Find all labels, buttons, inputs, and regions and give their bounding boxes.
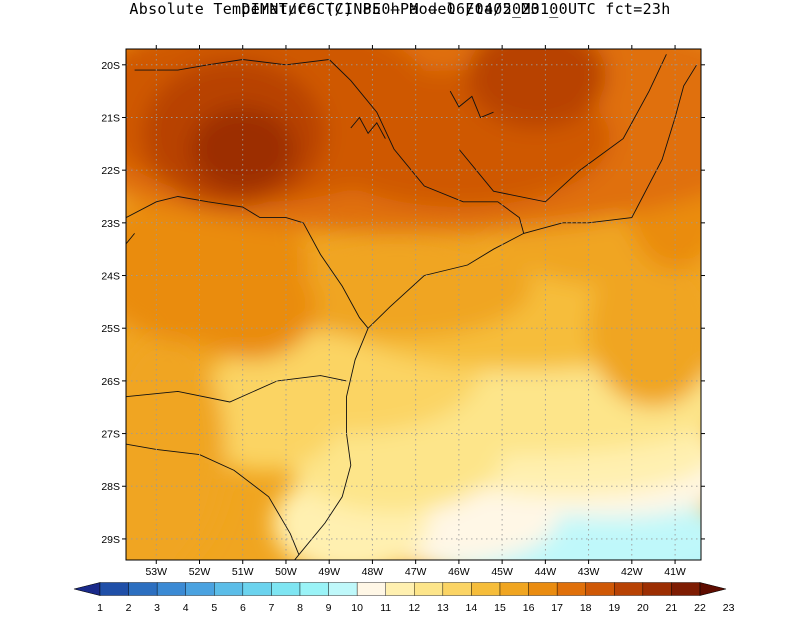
reservoir-2 bbox=[449, 90, 494, 119]
lon-label-43W: 43W bbox=[578, 566, 600, 578]
colorbar-label-12: 12 bbox=[408, 602, 420, 614]
colorbar-swatch bbox=[128, 582, 158, 596]
lon-label-41W: 41W bbox=[664, 566, 686, 578]
colorbar-swatch bbox=[499, 582, 529, 596]
lat-label-20S: 20S bbox=[101, 60, 120, 72]
lat-lon-grid bbox=[126, 49, 701, 560]
colorbar-label-13: 13 bbox=[437, 602, 449, 614]
lat-label-28S: 28S bbox=[101, 481, 120, 493]
border-sp-mg-north bbox=[134, 59, 330, 71]
colorbar-label-3: 3 bbox=[154, 602, 160, 614]
colorbar-label-7: 7 bbox=[268, 602, 274, 614]
colorbar-swatch bbox=[185, 582, 215, 596]
lon-label-51W: 51W bbox=[232, 566, 254, 578]
lon-label-49W: 49W bbox=[318, 566, 340, 578]
reservoir-1 bbox=[350, 116, 386, 139]
lon-label-42W: 42W bbox=[621, 566, 643, 578]
border-mg-rj-es bbox=[458, 54, 667, 203]
chart-title-line1: DIMNT/CGCT/INPE — Model Eta05_M01_ bbox=[241, 0, 559, 18]
lon-label-48W: 48W bbox=[362, 566, 384, 578]
border-sp-mg bbox=[328, 59, 525, 234]
colorbar-label-17: 17 bbox=[551, 602, 563, 614]
lon-label-50W: 50W bbox=[275, 566, 297, 578]
colorbar-label-15: 15 bbox=[494, 602, 506, 614]
axis-ticks: 20S 21S 22S 23S 24S 25S 26S 27S 28S 29S 53W 52W 51W 5… bbox=[101, 45, 705, 578]
lat-label-27S: 27S bbox=[101, 429, 120, 441]
lat-label-21S: 21S bbox=[101, 112, 120, 124]
colorbar-label-23: 23 bbox=[723, 602, 735, 614]
colorbar-swatch bbox=[299, 582, 329, 596]
border-sp-pr-east bbox=[302, 222, 369, 329]
colorbar-label-14: 14 bbox=[466, 602, 478, 614]
colorbar-swatch bbox=[385, 582, 415, 596]
coastline bbox=[294, 117, 676, 560]
colorbar-label-10: 10 bbox=[351, 602, 363, 614]
colorbar-swatch bbox=[528, 582, 558, 596]
coastline-es bbox=[674, 64, 698, 118]
lon-label-44W: 44W bbox=[535, 566, 557, 578]
lon-label-47W: 47W bbox=[405, 566, 427, 578]
colorbar-swatch bbox=[242, 582, 272, 596]
colorbar-label-9: 9 bbox=[326, 602, 332, 614]
temperature-field bbox=[126, 49, 701, 560]
colorbar-label-11: 11 bbox=[380, 602, 391, 614]
colorbar-label-20: 20 bbox=[637, 602, 649, 614]
colorbar-label-18: 18 bbox=[580, 602, 592, 614]
colorbar-swatch bbox=[328, 582, 358, 596]
lon-label-45W: 45W bbox=[491, 566, 513, 578]
colorbar-label-4: 4 bbox=[183, 602, 189, 614]
colorbar-arrow-high bbox=[699, 582, 727, 596]
colorbar-label-5: 5 bbox=[211, 602, 217, 614]
colorbar-swatch bbox=[271, 582, 301, 596]
lat-label-22S: 22S bbox=[101, 165, 120, 177]
colorbar-swatch bbox=[614, 582, 644, 596]
colorbar-label-8: 8 bbox=[297, 602, 303, 614]
lon-label-53W: 53W bbox=[145, 566, 167, 578]
colorbar-swatch bbox=[556, 582, 586, 596]
border-ms bbox=[126, 233, 135, 245]
lon-label-46W: 46W bbox=[448, 566, 470, 578]
colorbar-swatch bbox=[99, 582, 129, 596]
colorbar-label-6: 6 bbox=[240, 602, 246, 614]
lat-label-29S: 29S bbox=[101, 534, 120, 546]
colorbar-label-2: 2 bbox=[126, 602, 132, 614]
chart-title-line2: Absolute Temperature (C) 850hPa — 06/04/… bbox=[129, 0, 671, 18]
colorbar-label-19: 19 bbox=[608, 602, 620, 614]
colorbar-swatch bbox=[214, 582, 244, 596]
temperature-contour-14 bbox=[186, 354, 343, 471]
colorbar-swatch bbox=[471, 582, 501, 596]
colorbar-swatch bbox=[642, 582, 672, 596]
border-sp-pr bbox=[126, 196, 304, 224]
temperature-contour-20 bbox=[467, 49, 606, 128]
colorbar-label-1: 1 bbox=[97, 602, 103, 614]
colorbar-swatch bbox=[442, 582, 472, 596]
lat-label-24S: 24S bbox=[101, 271, 120, 283]
lon-label-52W: 52W bbox=[189, 566, 211, 578]
coastline-borders bbox=[126, 54, 698, 560]
colorbar-swatch bbox=[156, 582, 186, 596]
colorbar: 1 2 3 4 5 6 7 8 9 10 11 12 13 14 15 16 17 18 19 20 21 22 23 bbox=[73, 582, 735, 614]
colorbar-label-22: 22 bbox=[694, 602, 706, 614]
lat-label-25S: 25S bbox=[101, 323, 120, 335]
border-pr-sc bbox=[126, 375, 347, 403]
lat-label-26S: 26S bbox=[101, 376, 120, 388]
colorbar-swatch bbox=[356, 582, 386, 596]
temperature-contour-17 bbox=[186, 254, 317, 360]
temperature-contour-16 bbox=[126, 486, 191, 560]
colorbar-swatch bbox=[671, 582, 701, 596]
plot-frame bbox=[125, 48, 702, 561]
lat-label-23S: 23S bbox=[101, 218, 120, 230]
colorbar-swatch bbox=[414, 582, 444, 596]
colorbar-swatch bbox=[585, 582, 615, 596]
temperature-contour-16 bbox=[588, 249, 701, 408]
colorbar-label-16: 16 bbox=[523, 602, 535, 614]
temperature-contour-16 bbox=[255, 233, 533, 339]
colorbar-arrow-low bbox=[73, 582, 101, 596]
colorbar-label-21: 21 bbox=[666, 602, 678, 614]
